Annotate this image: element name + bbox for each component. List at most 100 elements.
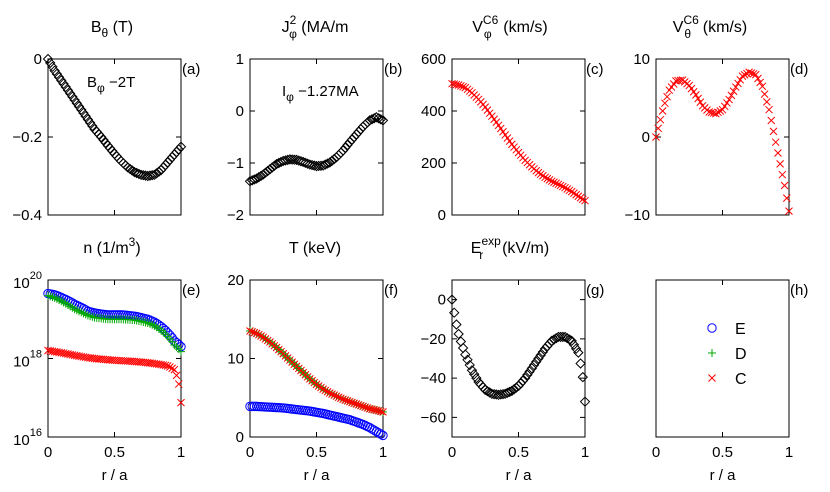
- data-point: [558, 182, 567, 191]
- data-point: [714, 108, 722, 117]
- data-point: [771, 138, 780, 147]
- panel-c: 0 200 400 600 (c): [421, 51, 604, 224]
- data-point: [573, 347, 584, 358]
- y-tick-label: 10: [633, 51, 650, 68]
- data-point: [317, 160, 329, 171]
- legend-label: E: [735, 321, 746, 338]
- x-tick-label: 0: [246, 444, 254, 461]
- data-point: [531, 356, 542, 367]
- title-sup: C6: [683, 13, 699, 27]
- data-point: [319, 385, 328, 393]
- title-unit: (kV/m): [498, 240, 550, 257]
- series-vφ-c6: [448, 79, 589, 205]
- data-point: [756, 78, 765, 87]
- plot-frame: [451, 279, 586, 438]
- title-sup: C6: [483, 13, 499, 27]
- data-point: [262, 165, 273, 177]
- y-tick-label: 20: [227, 272, 244, 289]
- series-c: [246, 327, 387, 416]
- data-point: [574, 192, 583, 201]
- series-c: [44, 346, 185, 407]
- data-point: [73, 101, 85, 112]
- data-point: [459, 82, 467, 91]
- data-point: [453, 328, 464, 340]
- y-tick-label: −1: [227, 155, 244, 172]
- data-point: [452, 80, 461, 89]
- data-point: [765, 105, 773, 114]
- data-point: [64, 88, 76, 99]
- data-point: [464, 359, 475, 371]
- data-point: [545, 176, 554, 184]
- data-point: [87, 120, 98, 132]
- data-point: [656, 115, 665, 124]
- data-point: [286, 154, 298, 165]
- panel-letter: (b): [384, 61, 402, 78]
- data-point: [565, 186, 574, 195]
- data-point: [468, 368, 480, 380]
- data-point: [559, 331, 571, 343]
- x-tick-label: 0.5: [306, 444, 327, 461]
- panel-letter: (d): [790, 61, 808, 78]
- data-point: [47, 61, 58, 73]
- title-base: J: [282, 19, 290, 36]
- data-point: [82, 114, 94, 125]
- annotation-sub: φ: [286, 90, 294, 104]
- data-point: [696, 98, 705, 107]
- y-tick-label: −60: [421, 409, 446, 426]
- data-point: [49, 65, 60, 76]
- data-point: [69, 94, 80, 106]
- data-point: [345, 397, 354, 406]
- data-point: [161, 361, 170, 370]
- data-point: [361, 403, 370, 412]
- y-tick-base: 10: [13, 275, 30, 292]
- data-point: [269, 160, 280, 171]
- data-point: [264, 164, 276, 175]
- data-point: [324, 157, 336, 168]
- y-tick-label: −40: [421, 370, 446, 387]
- data-point: [252, 329, 261, 338]
- data-point: [356, 401, 365, 410]
- title-base: V: [472, 19, 483, 36]
- data-point: [446, 294, 458, 305]
- data-point: [135, 169, 147, 181]
- data-point: [658, 107, 667, 115]
- annotation-base: I: [282, 83, 286, 100]
- data-point: [330, 391, 339, 399]
- data-point: [309, 160, 320, 171]
- data-point: [769, 127, 778, 136]
- data-point: [577, 371, 588, 383]
- data-point: [762, 98, 771, 106]
- y-tick-label: 10: [227, 351, 244, 368]
- data-point: [778, 170, 787, 179]
- title-base: E: [471, 240, 482, 257]
- legend: EDC: [707, 321, 747, 388]
- data-point: [376, 429, 386, 439]
- data-point: [352, 400, 361, 408]
- x-tick-label: 0.5: [104, 444, 125, 461]
- panel-title: n (1/m3): [83, 235, 140, 257]
- data-point: [555, 331, 566, 343]
- data-point: [578, 195, 587, 204]
- title-base: V: [673, 19, 684, 36]
- data-point: [575, 358, 586, 369]
- data-point: [692, 91, 700, 99]
- data-point: [323, 387, 332, 396]
- data-point: [343, 397, 352, 405]
- data-point: [654, 124, 663, 133]
- data-point: [313, 160, 324, 172]
- data-point: [480, 384, 491, 396]
- data-point: [541, 173, 549, 182]
- data-point: [519, 372, 531, 384]
- data-point: [149, 169, 160, 181]
- series-bθ: [42, 53, 187, 182]
- data-point: [163, 361, 172, 370]
- title-sub: θ: [684, 27, 691, 41]
- data-point: [379, 408, 387, 416]
- data-point: [337, 394, 345, 403]
- data-point: [58, 78, 69, 89]
- data-point: [166, 363, 174, 371]
- data-point: [168, 364, 176, 373]
- annotation-value: −2T: [105, 74, 135, 91]
- y-tick-label: 600: [421, 51, 446, 68]
- data-point: [537, 346, 549, 358]
